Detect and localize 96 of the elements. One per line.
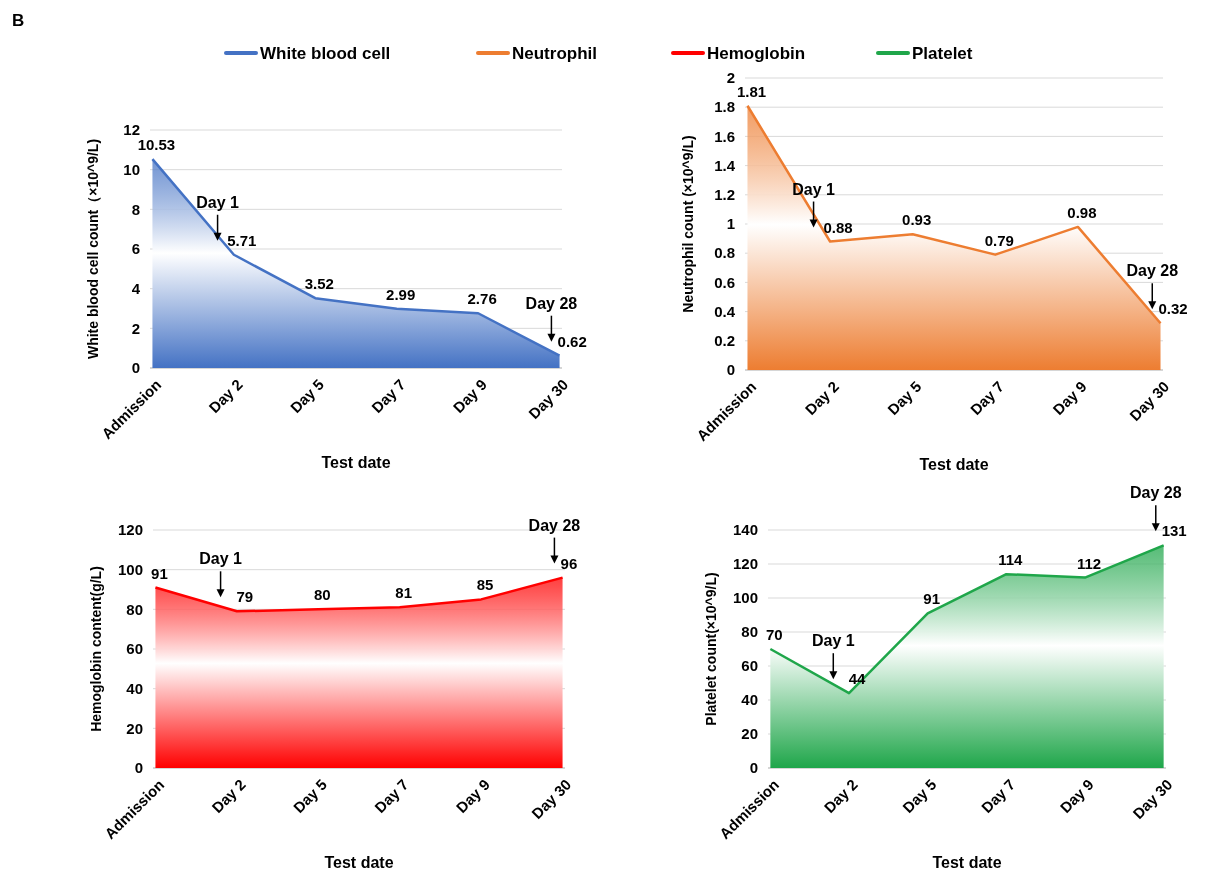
data-label: 0.62 bbox=[557, 332, 587, 350]
x-tick-label: Day 30 bbox=[1126, 377, 1173, 425]
legend-label: Platelet bbox=[912, 43, 973, 63]
x-axis-title: Test date bbox=[919, 456, 989, 473]
x-tick-label: Day 7 bbox=[977, 775, 1019, 817]
data-label: 91 bbox=[923, 590, 941, 608]
x-tick-label: Day 9 bbox=[449, 375, 490, 417]
data-label: 10.53 bbox=[137, 136, 176, 154]
x-tick-label: Day 30 bbox=[1129, 775, 1176, 823]
data-label: 0.79 bbox=[984, 231, 1014, 249]
y-tick-label: 100 bbox=[732, 589, 758, 607]
x-axis-title: Test date bbox=[324, 854, 394, 869]
y-tick-label: 8 bbox=[131, 200, 140, 218]
y-tick-label: 6 bbox=[131, 240, 140, 258]
data-label: 5.71 bbox=[227, 231, 257, 249]
y-tick-label: 1.8 bbox=[714, 98, 735, 116]
y-axis-title: Hemoglobin content(g/L) bbox=[88, 566, 104, 732]
text: Day 28 bbox=[1129, 484, 1182, 502]
y-tick-label: 80 bbox=[126, 600, 143, 618]
y-axis-title: White blood cell count（×10^9/L) bbox=[85, 138, 101, 360]
y-tick-label: 1.2 bbox=[714, 186, 735, 204]
y-tick-label: 2 bbox=[726, 69, 735, 87]
x-tick-label: Day 30 bbox=[525, 375, 572, 423]
y-tick-label: 0 bbox=[726, 361, 735, 379]
data-label: 0.98 bbox=[1067, 203, 1097, 221]
y-tick-label: 10 bbox=[123, 160, 140, 178]
annotation: Day 1 bbox=[196, 193, 240, 211]
x-tick-label: Day 2 bbox=[205, 375, 246, 417]
y-tick-label: 4 bbox=[131, 279, 141, 297]
data-label: 85 bbox=[476, 576, 494, 594]
annotation: Day 1 bbox=[811, 632, 855, 650]
x-axis-title: Test date bbox=[932, 854, 1002, 869]
data-label: 0.93 bbox=[902, 211, 932, 229]
x-tick-label: Day 9 bbox=[1056, 775, 1097, 817]
y-tick-label: 0 bbox=[131, 359, 140, 377]
x-tick-label: Day 7 bbox=[371, 775, 412, 817]
x-tick-label: Day 7 bbox=[368, 375, 409, 417]
x-tick-label: Day 9 bbox=[1049, 377, 1090, 419]
y-tick-label: 80 bbox=[741, 623, 758, 641]
legend-label: Neutrophil bbox=[512, 43, 597, 63]
data-label: 80 bbox=[313, 586, 331, 604]
data-label: 131 bbox=[1161, 522, 1187, 540]
y-tick-label: 0 bbox=[749, 759, 758, 777]
y-tick-label: 40 bbox=[741, 691, 758, 709]
data-label: 96 bbox=[560, 554, 578, 572]
data-label: 0.32 bbox=[1158, 300, 1188, 318]
y-tick-label: 0 bbox=[134, 759, 143, 777]
annotation: Day 28 bbox=[525, 294, 578, 312]
x-axis-title: Test date bbox=[321, 454, 391, 471]
y-tick-label: 60 bbox=[741, 657, 758, 675]
x-tick-label: Day 5 bbox=[289, 775, 331, 817]
annotation: Day 1 bbox=[199, 550, 243, 568]
y-tick-label: 20 bbox=[126, 719, 143, 737]
y-axis-title: Platelet count(×10^9/L) bbox=[703, 572, 719, 726]
y-tick-label: 0.2 bbox=[714, 332, 735, 350]
data-label: 1.81 bbox=[736, 82, 767, 100]
data-label: 112 bbox=[1076, 554, 1102, 572]
data-label: 3.52 bbox=[304, 275, 334, 293]
y-tick-label: 120 bbox=[732, 555, 758, 573]
y-tick-label: 2 bbox=[131, 319, 140, 337]
annotation: Day 28 bbox=[528, 516, 581, 534]
y-tick-label: 20 bbox=[741, 725, 758, 743]
x-tick-label: Day 5 bbox=[899, 775, 940, 817]
y-tick-label: 1 bbox=[726, 215, 735, 233]
x-tick-label: Day 5 bbox=[884, 377, 925, 419]
data-label: 81 bbox=[395, 584, 413, 602]
y-tick-label: 40 bbox=[126, 679, 143, 697]
y-tick-label: 12 bbox=[123, 121, 140, 139]
y-tick-label: 0.8 bbox=[714, 244, 735, 262]
annotation: Day 28 bbox=[1126, 262, 1179, 280]
x-tick-label: Day 7 bbox=[966, 377, 1008, 419]
y-axis-title: Neutrophil count (×10^9/L) bbox=[680, 135, 696, 313]
x-tick-label: Day 5 bbox=[286, 375, 328, 417]
data-label: 114 bbox=[998, 551, 1024, 569]
data-label: 0.88 bbox=[823, 218, 853, 236]
data-label: 2.99 bbox=[386, 285, 416, 303]
data-label: 2.76 bbox=[467, 290, 497, 308]
x-tick-label: Day 9 bbox=[452, 775, 493, 817]
x-tick-label: Day 30 bbox=[528, 775, 575, 823]
y-tick-label: 0.4 bbox=[714, 302, 736, 320]
x-tick-label: Day 2 bbox=[820, 775, 861, 817]
x-tick-label: Day 2 bbox=[801, 377, 842, 419]
y-tick-label: 0.6 bbox=[714, 273, 735, 291]
legend-label: White blood cell bbox=[260, 43, 391, 63]
data-label: 79 bbox=[236, 588, 254, 606]
y-tick-label: 60 bbox=[126, 640, 143, 658]
text: B bbox=[12, 11, 25, 30]
data-label: 91 bbox=[151, 564, 168, 582]
y-tick-label: 100 bbox=[117, 560, 143, 578]
x-tick-label: Day 2 bbox=[208, 775, 249, 817]
data-label: 70 bbox=[766, 626, 783, 643]
y-tick-label: 140 bbox=[732, 521, 758, 539]
y-tick-label: 1.6 bbox=[714, 127, 735, 145]
y-tick-label: 120 bbox=[117, 521, 143, 539]
y-tick-label: 1.4 bbox=[714, 156, 736, 174]
legend-label: Hemoglobin bbox=[707, 43, 806, 63]
